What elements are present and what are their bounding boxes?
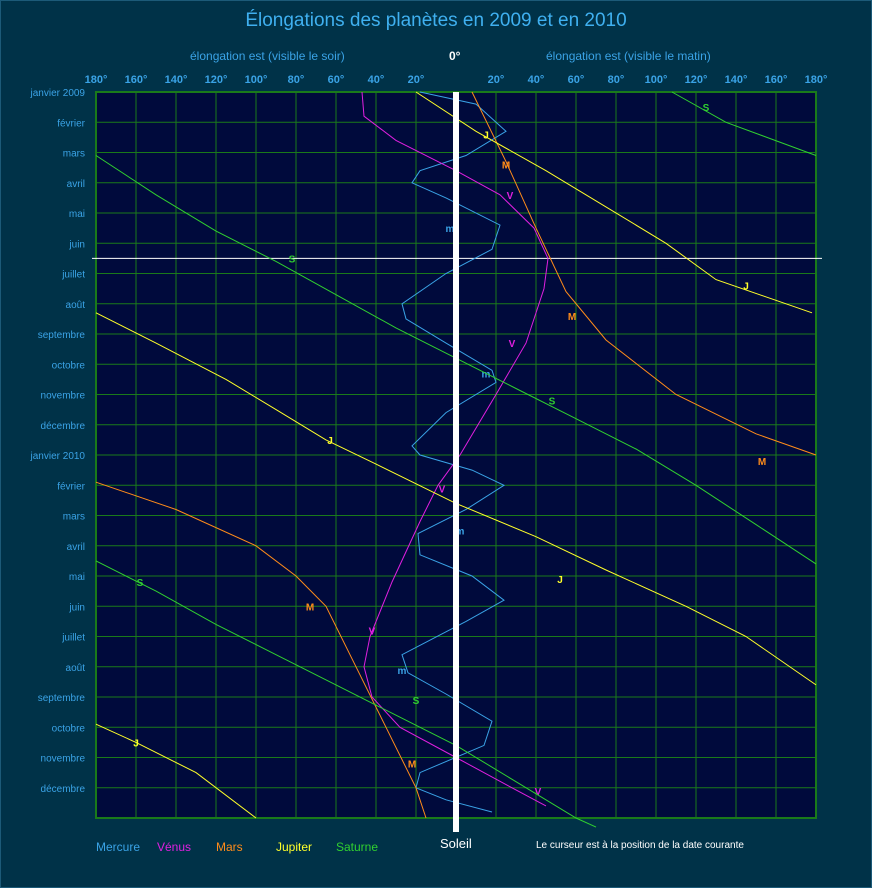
x-tick-label: 40° xyxy=(368,74,385,86)
series-venus-marker: V xyxy=(439,484,446,495)
series-mercure-marker: m xyxy=(446,224,455,235)
month-label: septembre xyxy=(38,693,86,704)
x-tick-label: 100° xyxy=(645,74,668,86)
zero-degree-label: 0° xyxy=(449,49,461,63)
series-saturne-marker: S xyxy=(703,103,710,114)
x-tick-label: 140° xyxy=(725,74,748,86)
x-tick-label: 20° xyxy=(488,74,505,86)
legend-venus: Vénus xyxy=(157,840,191,854)
series-saturne-marker: S xyxy=(413,696,420,707)
month-label: janvier 2009 xyxy=(30,88,86,99)
x-tick-label: 80° xyxy=(288,74,305,86)
series-venus-marker: V xyxy=(535,787,542,798)
month-label: octobre xyxy=(52,360,86,371)
month-label: juillet xyxy=(61,633,85,644)
series-jupiter-line xyxy=(95,312,817,686)
series-mars-marker: M xyxy=(568,312,576,323)
month-label: mai xyxy=(69,572,85,583)
cursor-note: Le curseur est à la position de la date … xyxy=(536,840,744,851)
month-label: juillet xyxy=(61,270,85,281)
x-tick-label: 180° xyxy=(85,74,108,86)
sun-line xyxy=(453,92,459,832)
series-venus-line xyxy=(361,91,549,807)
month-label: février xyxy=(57,118,85,129)
x-tick-label: 60° xyxy=(568,74,585,86)
series-saturne-line xyxy=(671,91,817,156)
series-mars-marker: M xyxy=(408,760,416,771)
x-tick-label: 60° xyxy=(328,74,345,86)
x-tick-label: 100° xyxy=(245,74,268,86)
series-mercure-marker: m xyxy=(398,666,407,677)
page-title: Élongations des planètes en 2009 et en 2… xyxy=(245,10,627,31)
month-label: août xyxy=(66,663,86,674)
month-label: mai xyxy=(69,209,85,220)
series-jupiter-marker: J xyxy=(483,130,489,141)
x-tick-label: 80° xyxy=(608,74,625,86)
series-jupiter-marker: J xyxy=(557,575,563,586)
month-label: août xyxy=(66,300,86,311)
series-saturne-marker: S xyxy=(289,254,296,265)
series-jupiter-marker: J xyxy=(327,436,333,447)
series-mars-line xyxy=(471,91,817,456)
series-saturne-marker: S xyxy=(549,397,556,408)
month-label: février xyxy=(57,481,85,492)
x-tick-label: 20° xyxy=(408,74,425,86)
series-mars-marker: M xyxy=(502,161,510,172)
legend-venus-label: Vénus xyxy=(157,840,192,854)
series-saturne-line xyxy=(95,560,597,828)
legend-jupiter: Jupiter xyxy=(276,840,312,854)
legend-saturne-label: Saturne xyxy=(336,840,379,854)
series-jupiter-marker: J xyxy=(743,282,749,293)
series-saturne-marker: S xyxy=(137,578,144,589)
x-tick-label: 160° xyxy=(125,74,148,86)
month-label: avril xyxy=(67,542,85,553)
month-label: décembre xyxy=(41,421,86,432)
legend-mercure: Mercure xyxy=(96,840,140,854)
month-label: janvier 2010 xyxy=(30,451,86,462)
series-mercure-line xyxy=(401,91,507,813)
series-venus-marker: V xyxy=(369,626,376,637)
series-mercure-marker: m xyxy=(482,369,491,380)
x-tick-label: 180° xyxy=(805,74,828,86)
legend-saturne: Saturne xyxy=(336,840,378,854)
legend-mars-label: Mars xyxy=(216,840,243,854)
legend-jupiter-label: Jupiter xyxy=(276,840,313,854)
month-label: avril xyxy=(67,179,85,190)
month-label: mars xyxy=(63,149,85,160)
x-tick-label: 120° xyxy=(205,74,228,86)
west-elongation-label: élongation est (visible le soir) xyxy=(190,49,345,63)
series-jupiter-line xyxy=(95,723,257,819)
x-tick-label: 160° xyxy=(765,74,788,86)
legend-mars: Mars xyxy=(216,840,243,854)
series-mars-marker: M xyxy=(306,602,314,613)
month-label: mars xyxy=(63,512,85,523)
month-label: novembre xyxy=(41,391,86,402)
x-tick-label: 40° xyxy=(528,74,545,86)
series-venus-marker: V xyxy=(509,339,516,350)
month-label: septembre xyxy=(38,330,86,341)
legend-mercure-label: Mercure xyxy=(96,840,141,854)
month-label: juin xyxy=(68,602,85,613)
series-mercure-marker: m xyxy=(456,527,465,538)
series-jupiter-line xyxy=(415,91,813,314)
month-label: novembre xyxy=(41,754,86,765)
series-jupiter-marker: J xyxy=(133,738,139,749)
east-elongation-label: élongation est (visible le matin) xyxy=(546,49,711,63)
month-label: octobre xyxy=(52,723,86,734)
x-tick-label: 140° xyxy=(165,74,188,86)
month-label: décembre xyxy=(41,784,86,795)
x-tick-label: 120° xyxy=(685,74,708,86)
series-venus-marker: V xyxy=(507,191,514,202)
series-mars-marker: M xyxy=(758,457,766,468)
series-mars-line xyxy=(95,481,427,819)
sun-label: Soleil xyxy=(440,836,472,851)
month-label: juin xyxy=(68,239,85,250)
